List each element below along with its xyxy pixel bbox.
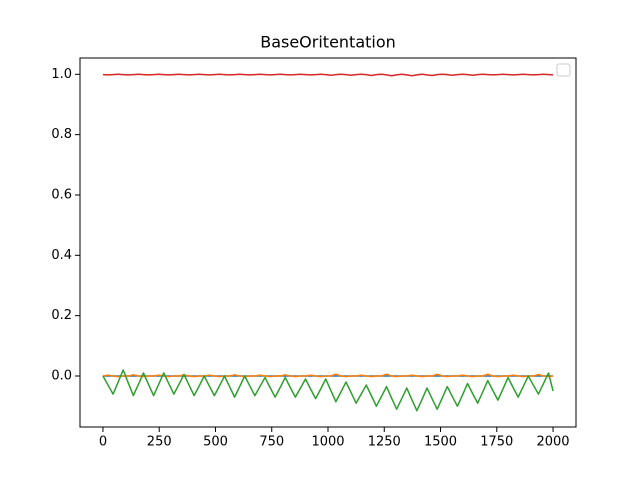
series-line (102, 73, 554, 77)
y-tick-label: 1.0 (51, 67, 72, 82)
y-tick-label: 0.2 (51, 308, 72, 323)
series-line (102, 373, 554, 378)
x-tick-label: 500 (203, 435, 228, 450)
y-tick-label: 0.6 (51, 187, 72, 202)
series-line (102, 369, 554, 412)
y-tick-label: 0.8 (51, 127, 72, 142)
y-tick-label: 0.0 (51, 369, 72, 384)
x-tick-label: 1000 (311, 435, 344, 450)
x-tick-label: 250 (147, 435, 172, 450)
y-tick-label: 0.4 (51, 248, 72, 263)
plot-area (102, 73, 554, 412)
x-tick-label: 2000 (536, 435, 569, 450)
chart-title: BaseOritentation (260, 33, 396, 52)
x-tick-label: 1750 (480, 435, 513, 450)
x-tick-label: 1250 (368, 435, 401, 450)
x-tick-label: 1500 (424, 435, 457, 450)
x-tick-label: 750 (259, 435, 284, 450)
x-tick-label: 0 (99, 435, 107, 450)
legend (556, 63, 571, 77)
